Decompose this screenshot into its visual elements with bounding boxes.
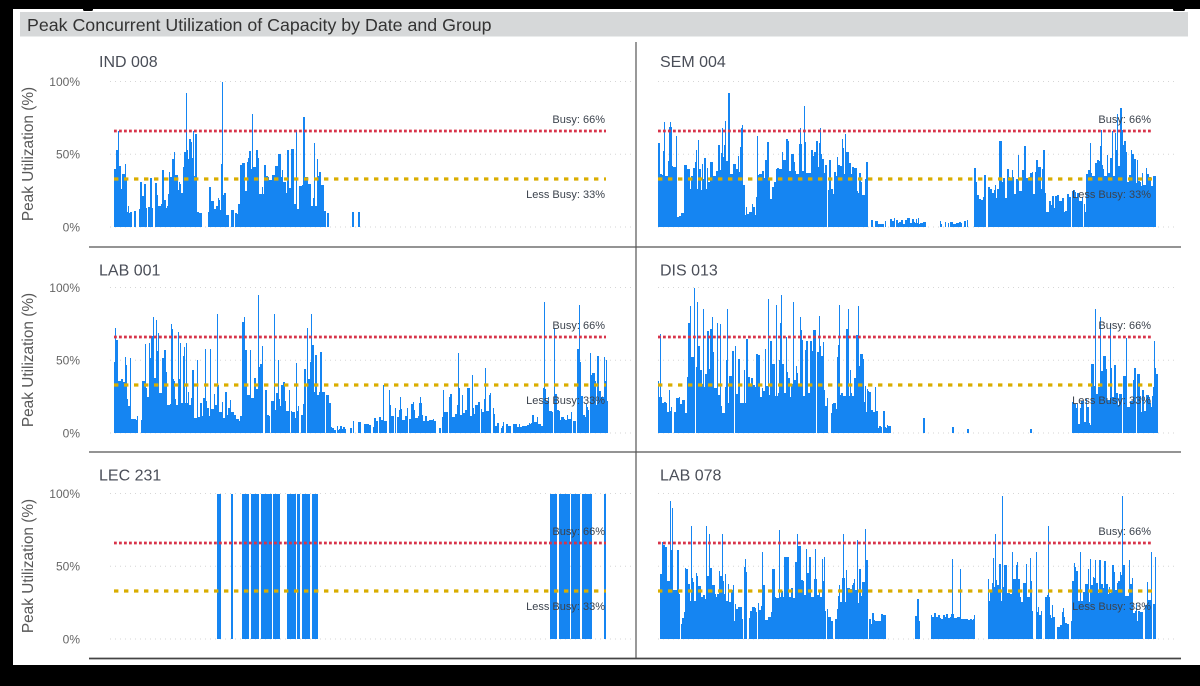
svg-text:Less Busy: 33%: Less Busy: 33%: [526, 601, 605, 613]
svg-text:Peak Utilization (%): Peak Utilization (%): [20, 293, 37, 427]
svg-text:LAB 001: LAB 001: [99, 263, 160, 280]
svg-text:SEM 004: SEM 004: [660, 54, 726, 71]
svg-text:Peak Utilization (%): Peak Utilization (%): [20, 499, 37, 633]
svg-text:Peak Concurrent Utilization of: Peak Concurrent Utilization of Capacity …: [27, 15, 492, 35]
svg-text:Peak Utilization (%): Peak Utilization (%): [20, 87, 37, 221]
svg-text:LEC 231: LEC 231: [99, 468, 161, 485]
svg-text:Busy: 66%: Busy: 66%: [1098, 114, 1151, 126]
svg-text:Less Busy: 33%: Less Busy: 33%: [526, 189, 605, 201]
svg-text:Busy: 66%: Busy: 66%: [1098, 320, 1151, 332]
svg-text:Less Busy: 33%: Less Busy: 33%: [1072, 601, 1151, 613]
svg-text:LAB 078: LAB 078: [660, 468, 721, 485]
svg-text:Less Busy: 33%: Less Busy: 33%: [526, 395, 605, 407]
svg-text:Less Busy: 33%: Less Busy: 33%: [1072, 395, 1151, 407]
svg-text:Busy: 66%: Busy: 66%: [1098, 526, 1151, 538]
svg-text:100%: 100%: [49, 75, 80, 89]
svg-text:IND 008: IND 008: [99, 54, 158, 71]
svg-text:DIS 013: DIS 013: [660, 263, 718, 280]
svg-text:Less Busy: 33%: Less Busy: 33%: [1072, 189, 1151, 201]
svg-text:50%: 50%: [56, 148, 80, 162]
svg-text:0%: 0%: [63, 426, 81, 440]
svg-text:0%: 0%: [63, 632, 81, 646]
svg-text:50%: 50%: [56, 560, 80, 574]
svg-text:0%: 0%: [63, 220, 81, 234]
svg-text:Busy: 66%: Busy: 66%: [552, 320, 605, 332]
svg-text:100%: 100%: [49, 281, 80, 295]
svg-text:100%: 100%: [49, 487, 80, 501]
svg-text:Busy: 66%: Busy: 66%: [552, 114, 605, 126]
svg-text:Busy: 66%: Busy: 66%: [552, 526, 605, 538]
svg-text:50%: 50%: [56, 354, 80, 368]
